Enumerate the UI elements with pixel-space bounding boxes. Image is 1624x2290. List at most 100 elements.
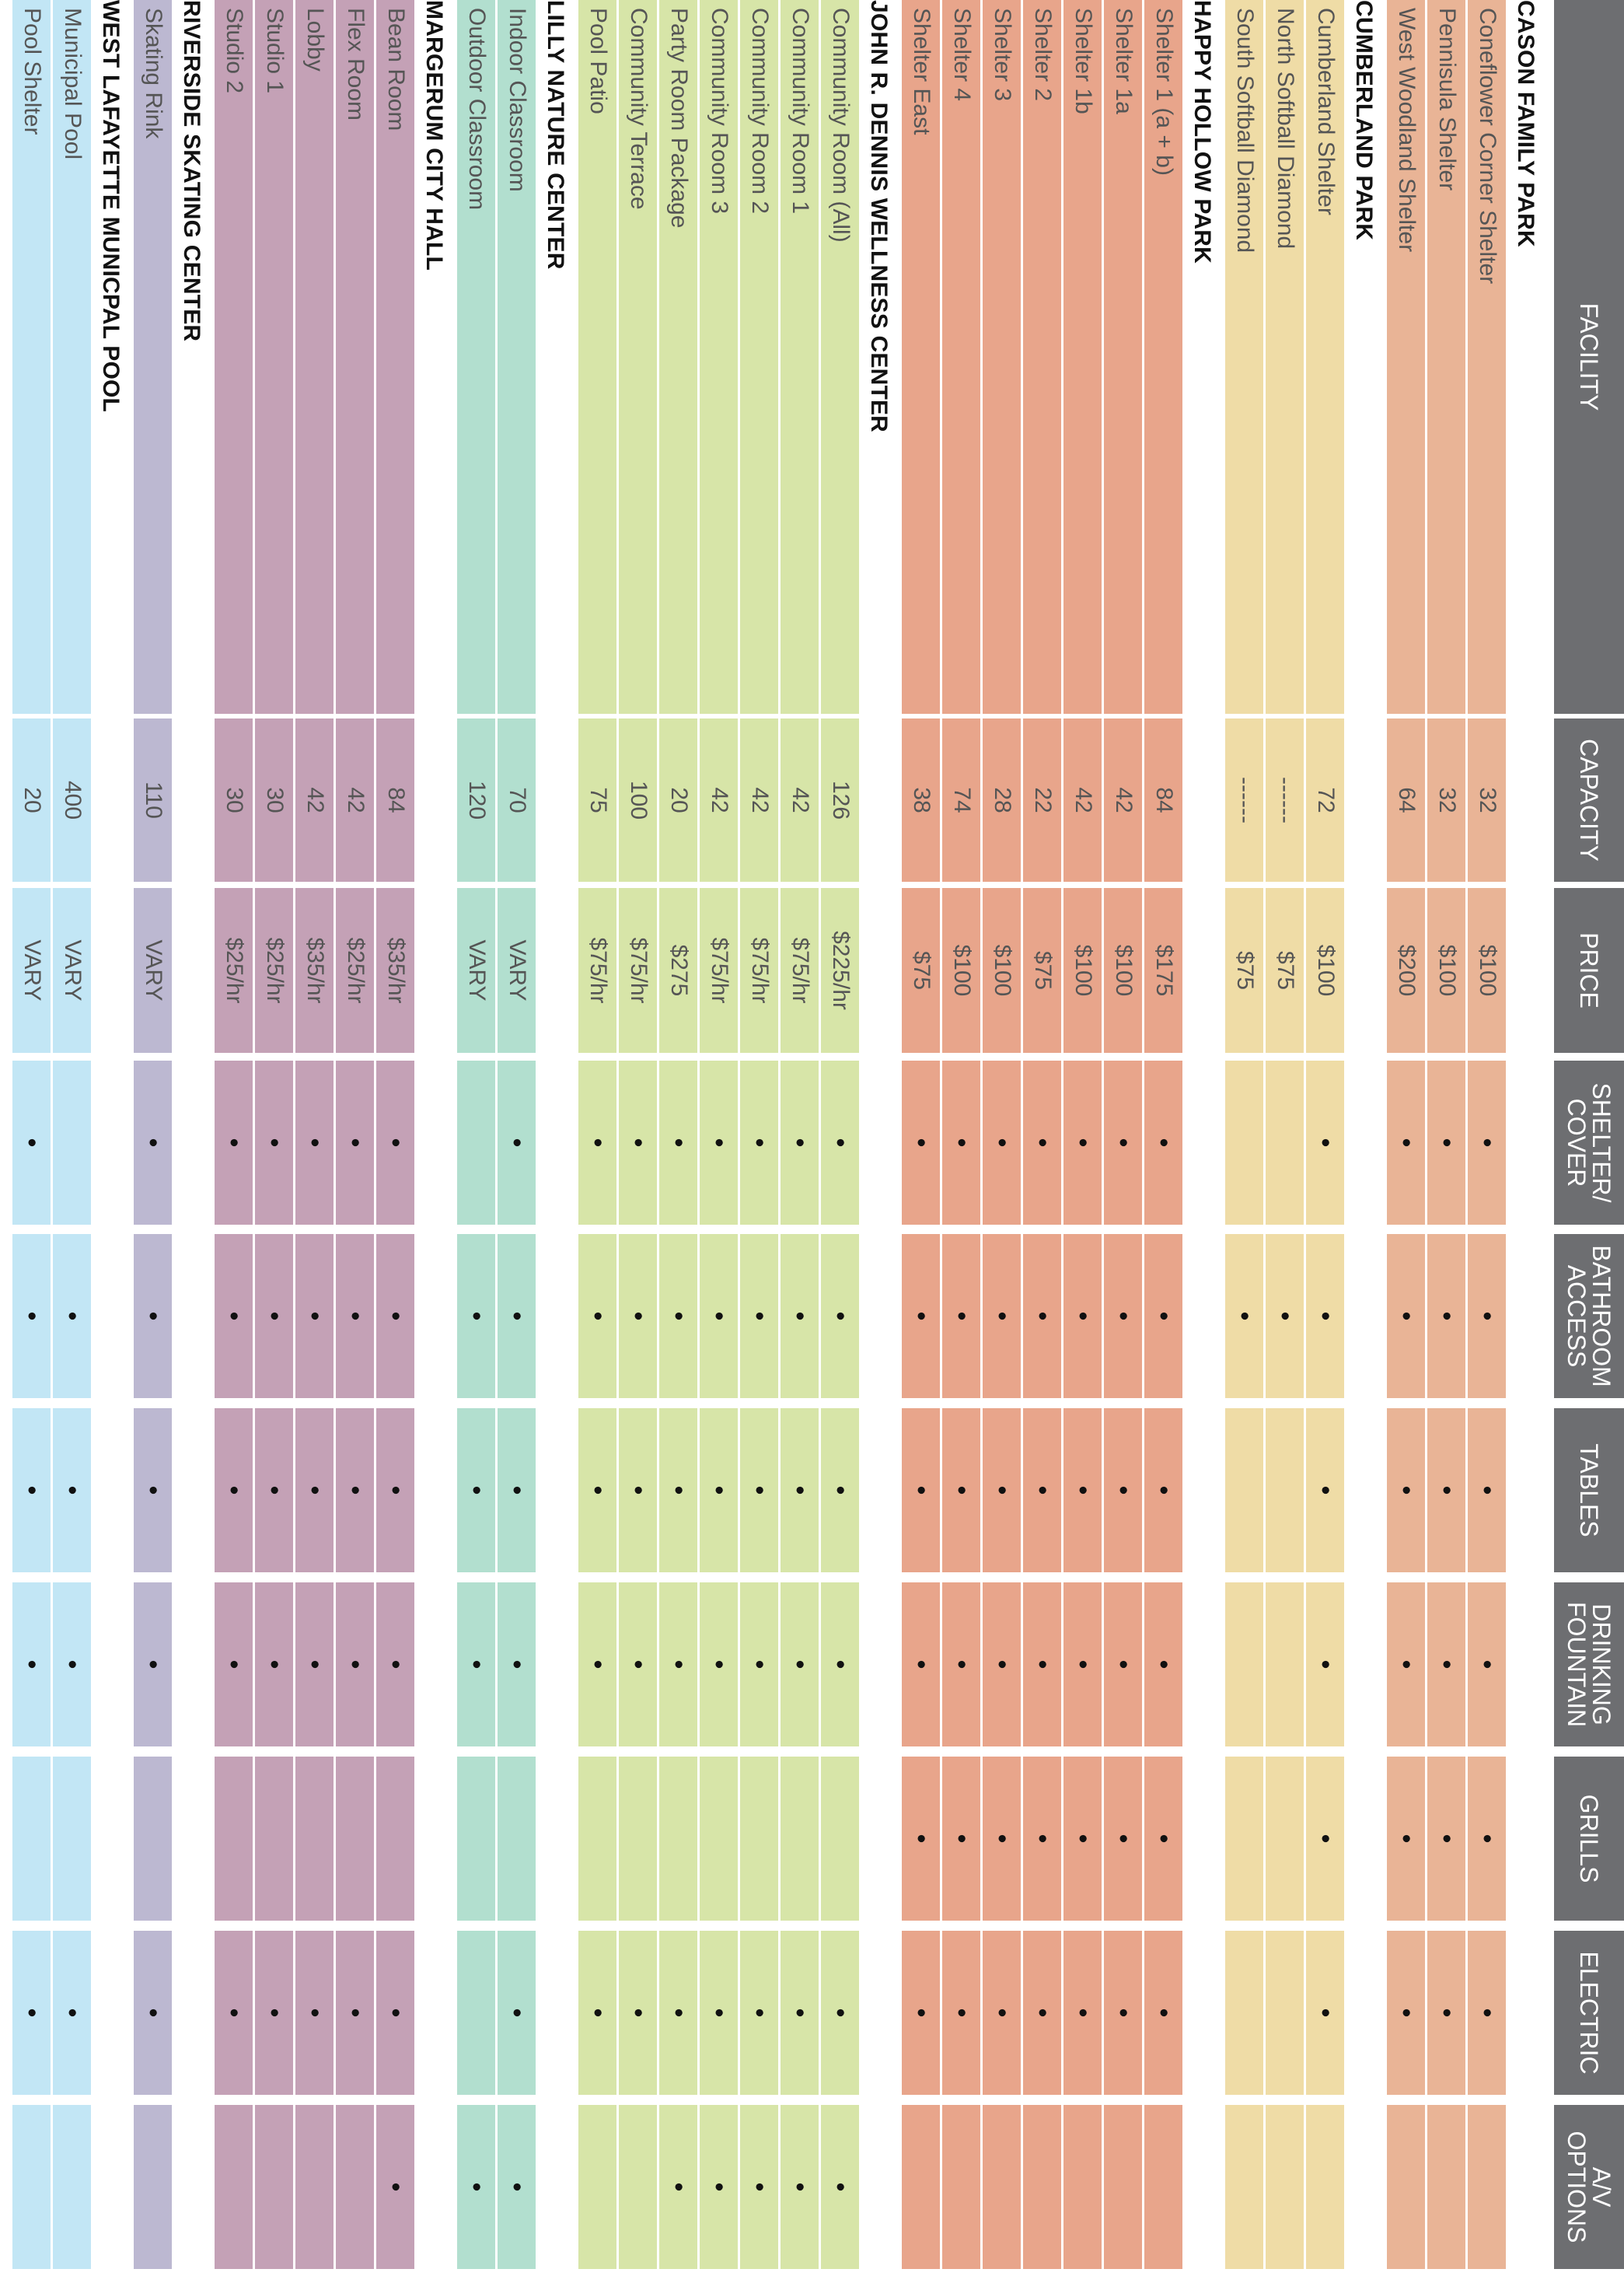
amenity-fountain-cell: • bbox=[215, 1582, 253, 1746]
amenity-grills-cell: • bbox=[1144, 1757, 1182, 1921]
amenity-tables-cell: • bbox=[134, 1408, 172, 1572]
amenity-tables-cell: • bbox=[498, 1408, 536, 1572]
amenity-dot: • bbox=[1028, 2008, 1058, 2018]
capacity-value: 32 bbox=[1468, 718, 1506, 882]
amenity-bathroom-cell: • bbox=[781, 1234, 819, 1398]
amenity-dot: • bbox=[1149, 1138, 1179, 1148]
facility-name: Pennisula Shelter bbox=[1427, 0, 1465, 714]
amenity-electric-cell: • bbox=[902, 1931, 940, 2095]
amenity-shelter-cell: • bbox=[1468, 1061, 1506, 1225]
amenity-dot: • bbox=[623, 2008, 654, 2018]
amenity-av-cell bbox=[942, 2105, 980, 2269]
amenity-fountain-cell: • bbox=[1023, 1582, 1061, 1746]
amenity-fountain-cell: • bbox=[983, 1582, 1021, 1746]
amenity-av-cell: • bbox=[659, 2105, 697, 2269]
amenity-shelter-cell: • bbox=[983, 1061, 1021, 1225]
amenity-grills-cell bbox=[457, 1757, 495, 1921]
price-value: VARY bbox=[498, 888, 536, 1053]
amenity-dot: • bbox=[826, 2008, 856, 2018]
amenity-av-cell: • bbox=[498, 2105, 536, 2269]
amenity-dot: • bbox=[219, 1138, 250, 1148]
amenity-dot: • bbox=[1149, 2008, 1179, 2018]
amenity-tables-cell: • bbox=[1387, 1408, 1425, 1572]
amenity-bathroom-cell: • bbox=[134, 1234, 172, 1398]
amenity-dot: • bbox=[1149, 1311, 1179, 1321]
amenity-electric-cell: • bbox=[255, 1931, 293, 2095]
facility-name: Community Room (All) bbox=[821, 0, 859, 714]
amenity-tables-cell: • bbox=[740, 1408, 778, 1572]
amenity-dot: • bbox=[664, 1311, 694, 1321]
amenity-grills-cell bbox=[578, 1757, 616, 1921]
amenity-dot: • bbox=[906, 1138, 937, 1148]
amenity-dot: • bbox=[745, 1485, 775, 1495]
amenity-dot: • bbox=[1311, 1659, 1341, 1669]
amenity-dot: • bbox=[1392, 1138, 1422, 1148]
amenity-dot: • bbox=[745, 1311, 775, 1321]
amenity-dot: • bbox=[381, 1311, 411, 1321]
amenity-dot: • bbox=[17, 1485, 47, 1495]
capacity-value: ------ bbox=[1266, 718, 1304, 882]
amenity-electric-cell bbox=[457, 1931, 495, 2095]
amenity-grills-cell bbox=[134, 1757, 172, 1921]
capacity-value: 42 bbox=[700, 718, 738, 882]
price-value: $35/hr bbox=[376, 888, 414, 1053]
amenity-dot: • bbox=[1432, 1834, 1462, 1844]
header-label: PRICE bbox=[1575, 932, 1603, 1009]
amenity-av-cell bbox=[1427, 2105, 1465, 2269]
amenity-av-cell bbox=[53, 2105, 91, 2269]
capacity-value: 32 bbox=[1427, 718, 1465, 882]
amenity-tables-cell: • bbox=[578, 1408, 616, 1572]
amenity-fountain-cell: • bbox=[700, 1582, 738, 1746]
amenity-grills-cell bbox=[659, 1757, 697, 1921]
amenity-dot: • bbox=[1028, 1659, 1058, 1669]
amenity-tables-cell: • bbox=[1306, 1408, 1344, 1572]
amenity-dot: • bbox=[785, 1311, 815, 1321]
amenity-dot: • bbox=[462, 1659, 492, 1669]
facility-name: Pool Shelter bbox=[12, 0, 51, 714]
amenity-shelter-cell: • bbox=[1387, 1061, 1425, 1225]
amenity-dot: • bbox=[745, 2182, 775, 2192]
amenity-dot: • bbox=[1392, 1834, 1422, 1844]
amenity-grills-cell bbox=[1266, 1757, 1304, 1921]
amenity-fountain-cell: • bbox=[376, 1582, 414, 1746]
amenity-dot: • bbox=[1472, 1138, 1503, 1148]
amenity-shelter-cell: • bbox=[12, 1061, 51, 1225]
amenity-bathroom-cell: • bbox=[215, 1234, 253, 1398]
amenity-dot: • bbox=[502, 1659, 533, 1669]
amenity-fountain-cell: • bbox=[902, 1582, 940, 1746]
amenity-dot: • bbox=[947, 1138, 977, 1148]
amenity-grills-cell bbox=[781, 1757, 819, 1921]
amenity-dot: • bbox=[300, 1659, 330, 1669]
amenity-dot: • bbox=[502, 1138, 533, 1148]
amenity-electric-cell: • bbox=[134, 1931, 172, 2095]
header-label: CAPACITY bbox=[1575, 739, 1603, 862]
amenity-av-cell bbox=[1023, 2105, 1061, 2269]
amenity-electric-cell: • bbox=[821, 1931, 859, 2095]
amenity-electric-cell bbox=[1225, 1931, 1263, 2095]
amenity-tables-cell: • bbox=[1468, 1408, 1506, 1572]
amenity-av-cell bbox=[12, 2105, 51, 2269]
amenity-dot: • bbox=[17, 1138, 47, 1148]
amenity-dot: • bbox=[826, 1138, 856, 1148]
amenity-dot: • bbox=[341, 1138, 371, 1148]
capacity-value: 30 bbox=[255, 718, 293, 882]
amenity-dot: • bbox=[1432, 1485, 1462, 1495]
amenity-dot: • bbox=[17, 2008, 47, 2018]
amenity-tables-cell: • bbox=[376, 1408, 414, 1572]
amenity-grills-cell bbox=[376, 1757, 414, 1921]
amenity-dot: • bbox=[1149, 1485, 1179, 1495]
amenity-electric-cell: • bbox=[942, 1931, 980, 2095]
amenity-tables-cell: • bbox=[336, 1408, 374, 1572]
amenity-av-cell bbox=[215, 2105, 253, 2269]
amenity-shelter-cell: • bbox=[295, 1061, 334, 1225]
amenity-fountain-cell: • bbox=[1427, 1582, 1465, 1746]
amenity-dot: • bbox=[947, 2008, 977, 2018]
amenity-dot: • bbox=[785, 1659, 815, 1669]
amenity-dot: • bbox=[664, 2182, 694, 2192]
amenity-dot: • bbox=[947, 1311, 977, 1321]
amenity-dot: • bbox=[341, 1311, 371, 1321]
amenity-av-cell bbox=[295, 2105, 334, 2269]
header-label: BATHROOM ACCESS bbox=[1563, 1245, 1615, 1387]
price-value: VARY bbox=[134, 888, 172, 1053]
amenity-dot: • bbox=[623, 1485, 654, 1495]
